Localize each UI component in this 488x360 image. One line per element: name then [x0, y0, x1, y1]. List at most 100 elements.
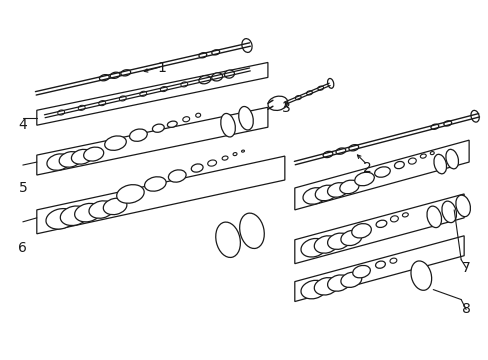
Ellipse shape — [160, 86, 167, 92]
Ellipse shape — [89, 201, 114, 218]
Ellipse shape — [470, 111, 478, 122]
Ellipse shape — [407, 158, 415, 164]
Ellipse shape — [374, 167, 389, 177]
Ellipse shape — [46, 208, 75, 229]
Ellipse shape — [389, 258, 396, 263]
Ellipse shape — [47, 154, 70, 170]
Ellipse shape — [75, 203, 101, 222]
Ellipse shape — [239, 213, 264, 248]
Ellipse shape — [220, 113, 235, 137]
Ellipse shape — [351, 224, 370, 238]
Ellipse shape — [104, 136, 126, 150]
Ellipse shape — [375, 220, 386, 228]
Ellipse shape — [327, 275, 349, 291]
Ellipse shape — [183, 117, 189, 122]
Ellipse shape — [301, 280, 326, 299]
Ellipse shape — [140, 91, 146, 96]
Ellipse shape — [129, 129, 147, 141]
Ellipse shape — [429, 152, 433, 155]
Ellipse shape — [242, 39, 252, 53]
Text: 4: 4 — [19, 118, 27, 132]
Ellipse shape — [303, 188, 326, 204]
Ellipse shape — [144, 177, 166, 191]
Ellipse shape — [327, 233, 349, 249]
Ellipse shape — [60, 206, 88, 225]
Text: 6: 6 — [19, 241, 27, 255]
Text: 3: 3 — [281, 101, 289, 115]
Ellipse shape — [241, 150, 244, 152]
Text: 8: 8 — [461, 302, 469, 316]
Ellipse shape — [301, 238, 326, 257]
Ellipse shape — [215, 222, 240, 257]
Ellipse shape — [323, 151, 332, 158]
Ellipse shape — [295, 95, 301, 100]
Polygon shape — [294, 140, 468, 210]
Text: 1: 1 — [158, 62, 166, 76]
Ellipse shape — [103, 198, 126, 215]
Polygon shape — [294, 236, 463, 302]
Ellipse shape — [315, 185, 337, 201]
Ellipse shape — [233, 153, 237, 156]
Ellipse shape — [78, 105, 85, 111]
Ellipse shape — [191, 164, 203, 172]
Ellipse shape — [410, 261, 431, 290]
Ellipse shape — [455, 195, 469, 217]
Ellipse shape — [117, 185, 144, 203]
Ellipse shape — [121, 70, 130, 76]
Ellipse shape — [222, 156, 227, 160]
Ellipse shape — [327, 78, 333, 88]
Ellipse shape — [443, 121, 451, 126]
Ellipse shape — [199, 53, 206, 58]
Ellipse shape — [335, 148, 345, 154]
Polygon shape — [37, 156, 285, 234]
Ellipse shape — [433, 154, 446, 174]
Ellipse shape — [58, 110, 64, 115]
Ellipse shape — [167, 121, 177, 127]
Polygon shape — [294, 194, 463, 264]
Ellipse shape — [426, 206, 441, 228]
Ellipse shape — [340, 230, 361, 246]
Ellipse shape — [238, 107, 253, 130]
Ellipse shape — [99, 75, 109, 81]
Ellipse shape — [211, 50, 219, 55]
Ellipse shape — [59, 152, 81, 167]
Ellipse shape — [71, 149, 92, 164]
Ellipse shape — [199, 76, 210, 84]
Ellipse shape — [168, 170, 186, 182]
Ellipse shape — [430, 124, 438, 129]
Ellipse shape — [340, 272, 361, 287]
Ellipse shape — [314, 278, 338, 295]
Ellipse shape — [267, 96, 287, 111]
Text: 7: 7 — [461, 261, 469, 275]
Ellipse shape — [201, 77, 208, 82]
Ellipse shape — [390, 216, 398, 222]
Ellipse shape — [306, 91, 312, 95]
Ellipse shape — [110, 72, 120, 78]
Ellipse shape — [339, 180, 358, 194]
Ellipse shape — [394, 161, 404, 168]
Ellipse shape — [441, 201, 456, 222]
Ellipse shape — [317, 86, 323, 90]
Ellipse shape — [83, 147, 103, 161]
Ellipse shape — [445, 149, 458, 169]
Ellipse shape — [375, 261, 385, 268]
Ellipse shape — [402, 213, 407, 217]
Ellipse shape — [420, 154, 426, 158]
Ellipse shape — [327, 183, 347, 197]
Ellipse shape — [314, 236, 338, 253]
Ellipse shape — [354, 172, 373, 186]
Text: 5: 5 — [19, 181, 27, 195]
Ellipse shape — [224, 70, 234, 78]
Ellipse shape — [352, 265, 369, 278]
Ellipse shape — [152, 124, 164, 132]
Ellipse shape — [181, 82, 187, 87]
Ellipse shape — [195, 113, 200, 117]
Text: 2: 2 — [363, 161, 371, 175]
Ellipse shape — [99, 100, 105, 106]
Ellipse shape — [119, 96, 126, 101]
Ellipse shape — [348, 145, 358, 151]
Ellipse shape — [207, 160, 216, 166]
Polygon shape — [37, 62, 267, 125]
Polygon shape — [37, 107, 267, 175]
Ellipse shape — [211, 73, 222, 81]
